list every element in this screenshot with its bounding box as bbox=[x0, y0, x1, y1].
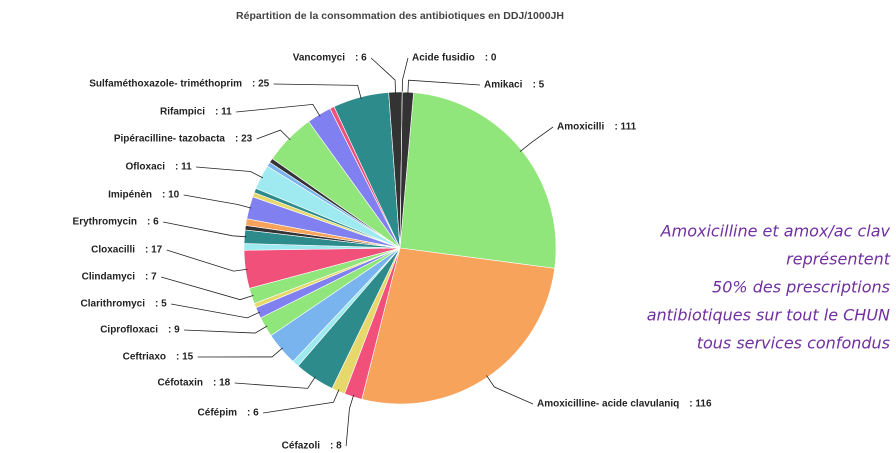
slice-label: Amoxicilli bbox=[557, 122, 604, 133]
slice-label: Céfépim bbox=[198, 408, 238, 419]
leader-line bbox=[171, 303, 261, 319]
leader-line bbox=[345, 394, 355, 447]
slice-label: Erythromycin bbox=[73, 217, 137, 228]
slice-label: Ciprofloxaci bbox=[100, 325, 158, 336]
leader-line bbox=[197, 347, 284, 358]
leader-line bbox=[160, 276, 254, 301]
slice-label: Céfotaxin bbox=[157, 378, 203, 389]
annotation: 50% des prescriptions bbox=[712, 278, 890, 297]
slice-value: : 111 bbox=[614, 122, 636, 133]
leader-line bbox=[234, 376, 316, 389]
slice-value: : 7 bbox=[145, 272, 157, 283]
leader-line bbox=[263, 389, 340, 414]
slice-value: : 5 bbox=[533, 80, 545, 91]
annotation: Amoxicilline et amox/ac clav bbox=[660, 222, 891, 241]
leader-line bbox=[184, 325, 268, 334]
slice-label: Pipéracilline- tazobacta bbox=[114, 134, 226, 145]
leader-line bbox=[407, 79, 481, 95]
leader-line bbox=[370, 57, 396, 95]
pie-slice bbox=[399, 92, 557, 269]
slice-value: : 0 bbox=[485, 53, 497, 64]
slice-value: : 15 bbox=[176, 352, 194, 363]
leader-line bbox=[196, 166, 264, 179]
slice-label: Clindamyci bbox=[82, 272, 136, 283]
slice-value: : 23 bbox=[235, 134, 253, 145]
chart-title: Répartition de la consommation des antib… bbox=[236, 10, 564, 22]
slice-label: Sulfaméthoxazole- triméthoprim bbox=[89, 79, 242, 90]
leader-line bbox=[166, 249, 248, 272]
slice-label: Cloxacilli bbox=[91, 245, 135, 256]
slice-value: : 25 bbox=[252, 79, 270, 90]
slice-label: Céfazoli bbox=[282, 441, 321, 452]
slice-value: : 6 bbox=[247, 408, 259, 419]
slice-label: Imipénèn bbox=[108, 190, 152, 201]
slice-label: Ofloxaci bbox=[126, 162, 166, 173]
annotation: antibiotiques sur tout le CHUN bbox=[647, 306, 890, 325]
leader-line bbox=[273, 83, 362, 100]
annotation: représentent bbox=[786, 250, 891, 269]
slice-value: : 11 bbox=[215, 107, 232, 118]
leader-line bbox=[163, 221, 247, 238]
slice-value: : 17 bbox=[145, 245, 163, 256]
slice-label: Ceftriaxo bbox=[123, 352, 166, 363]
leader-line bbox=[401, 57, 409, 95]
slice-label: Clarithromyci bbox=[81, 299, 146, 310]
slice-label: Rifampici bbox=[160, 107, 205, 118]
slice-value: : 9 bbox=[168, 325, 180, 336]
slice-label: Amikaci bbox=[484, 80, 523, 91]
slice-value: : 11 bbox=[175, 162, 192, 173]
slice-value: : 116 bbox=[689, 399, 712, 410]
leader-line bbox=[519, 126, 554, 152]
slice-value: : 6 bbox=[147, 217, 159, 228]
slice-label: Vancomyci bbox=[293, 53, 345, 64]
slice-value: : 10 bbox=[162, 190, 180, 201]
leader-line bbox=[486, 375, 534, 405]
slice-value: : 18 bbox=[213, 378, 231, 389]
slice-label: Acide fusidio bbox=[412, 53, 475, 64]
annotation: tous services confondus bbox=[697, 334, 890, 353]
slice-value: : 8 bbox=[330, 441, 342, 452]
slice-value: : 5 bbox=[155, 299, 167, 310]
leader-line bbox=[256, 129, 291, 141]
slice-label: Amoxicilline- acide clavulaniq bbox=[537, 399, 679, 410]
leader-line bbox=[183, 194, 252, 209]
leader-line bbox=[236, 103, 321, 117]
slice-value: : 6 bbox=[355, 53, 367, 64]
